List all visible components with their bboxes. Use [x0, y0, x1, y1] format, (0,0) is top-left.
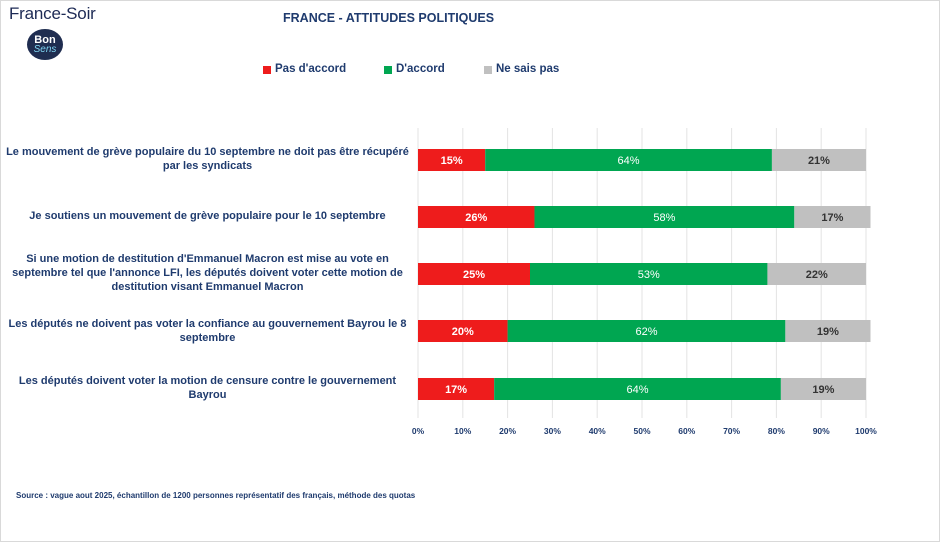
legend-label-ne-sais-pas: Ne sais pas: [496, 63, 560, 75]
logo-line-1: Bon: [34, 34, 56, 46]
x-tick-label: 80%: [768, 426, 785, 436]
bar-segment: [534, 206, 795, 228]
x-tick-label: 100%: [855, 426, 877, 436]
data-label: 64%: [618, 155, 640, 167]
question-label-3: Si une motion de destitution d'Emmanuel …: [12, 253, 403, 293]
data-label: 62%: [635, 326, 657, 338]
x-tick-label: 10%: [454, 426, 471, 436]
data-label: 17%: [445, 384, 467, 396]
data-label: 17%: [821, 212, 843, 224]
bar-segment: [530, 263, 768, 285]
legend-swatch-daccord: [384, 66, 392, 74]
bon-sens-logo: Bon Sens: [27, 29, 63, 60]
bar-segment: [418, 378, 495, 400]
data-label: 22%: [806, 269, 828, 281]
bar-segment: [794, 206, 871, 228]
legend-swatch-pas-daccord: [263, 66, 271, 74]
bar-segment: [507, 320, 786, 342]
x-tick-label: 20%: [499, 426, 516, 436]
data-label: 21%: [808, 155, 830, 167]
bar-segment: [485, 149, 772, 171]
data-label: 19%: [817, 326, 839, 338]
data-label: 20%: [452, 326, 474, 338]
bar-segment: [780, 378, 866, 400]
x-tick-label: 90%: [813, 426, 830, 436]
logo-line-2: Sens: [33, 44, 57, 55]
question-label-1: Le mouvement de grève populaire du 10 se…: [6, 146, 409, 172]
data-label: 25%: [463, 269, 485, 281]
data-label: 53%: [638, 269, 660, 281]
x-tick-label: 50%: [633, 426, 650, 436]
bar-segment: [767, 263, 866, 285]
data-label: 26%: [465, 212, 487, 224]
bar-segment: [494, 378, 781, 400]
question-label-4: Les députés ne doivent pas voter la conf…: [8, 318, 407, 344]
bar-segment: [418, 320, 508, 342]
x-tick-label: 60%: [678, 426, 695, 436]
chart-title: FRANCE - ATTITUDES POLITIQUES: [283, 11, 495, 25]
bar-segment: [418, 149, 486, 171]
legend-label-daccord: D'accord: [396, 63, 445, 75]
data-label: 15%: [441, 155, 463, 167]
legend-label-pas-daccord: Pas d'accord: [275, 63, 347, 75]
bar-segment: [785, 320, 871, 342]
data-label: 19%: [812, 384, 834, 396]
bar-segment: [418, 263, 530, 285]
x-tick-label: 70%: [723, 426, 740, 436]
question-label-5: Les députés doivent voter la motion de c…: [18, 375, 397, 401]
data-label: 58%: [653, 212, 675, 224]
bar-segment: [418, 206, 535, 228]
x-tick-label: 30%: [544, 426, 561, 436]
data-label: 64%: [627, 384, 649, 396]
source-note: Source : vague aout 2025, échantillon de…: [16, 491, 416, 500]
bar-segment: [771, 149, 866, 171]
x-tick-label: 0%: [412, 426, 425, 436]
question-label-2: Je soutiens un mouvement de grève popula…: [29, 210, 386, 222]
x-tick-label: 40%: [589, 426, 606, 436]
brand-name: France-Soir: [9, 4, 96, 23]
legend-swatch-ne-sais-pas: [484, 66, 492, 74]
